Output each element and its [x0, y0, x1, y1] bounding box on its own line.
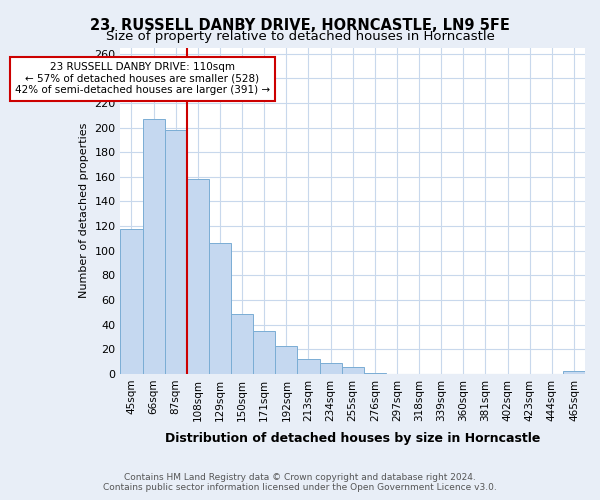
Bar — [164, 130, 187, 374]
Text: 23, RUSSELL DANBY DRIVE, HORNCASTLE, LN9 5FE: 23, RUSSELL DANBY DRIVE, HORNCASTLE, LN9… — [90, 18, 510, 32]
Bar — [121, 228, 143, 374]
Bar — [253, 331, 275, 374]
Bar — [231, 314, 253, 374]
Bar — [209, 244, 231, 374]
Bar — [298, 359, 320, 374]
Y-axis label: Number of detached properties: Number of detached properties — [79, 123, 89, 298]
Text: 23 RUSSELL DANBY DRIVE: 110sqm
← 57% of detached houses are smaller (528)
42% of: 23 RUSSELL DANBY DRIVE: 110sqm ← 57% of … — [15, 62, 270, 96]
Text: Contains HM Land Registry data © Crown copyright and database right 2024.
Contai: Contains HM Land Registry data © Crown c… — [103, 473, 497, 492]
Bar — [143, 119, 164, 374]
Bar — [275, 346, 298, 374]
Bar — [341, 366, 364, 374]
X-axis label: Distribution of detached houses by size in Horncastle: Distribution of detached houses by size … — [165, 432, 541, 445]
Text: Size of property relative to detached houses in Horncastle: Size of property relative to detached ho… — [106, 30, 494, 43]
Bar — [364, 372, 386, 374]
Bar — [187, 180, 209, 374]
Bar — [563, 372, 585, 374]
Bar — [320, 363, 341, 374]
